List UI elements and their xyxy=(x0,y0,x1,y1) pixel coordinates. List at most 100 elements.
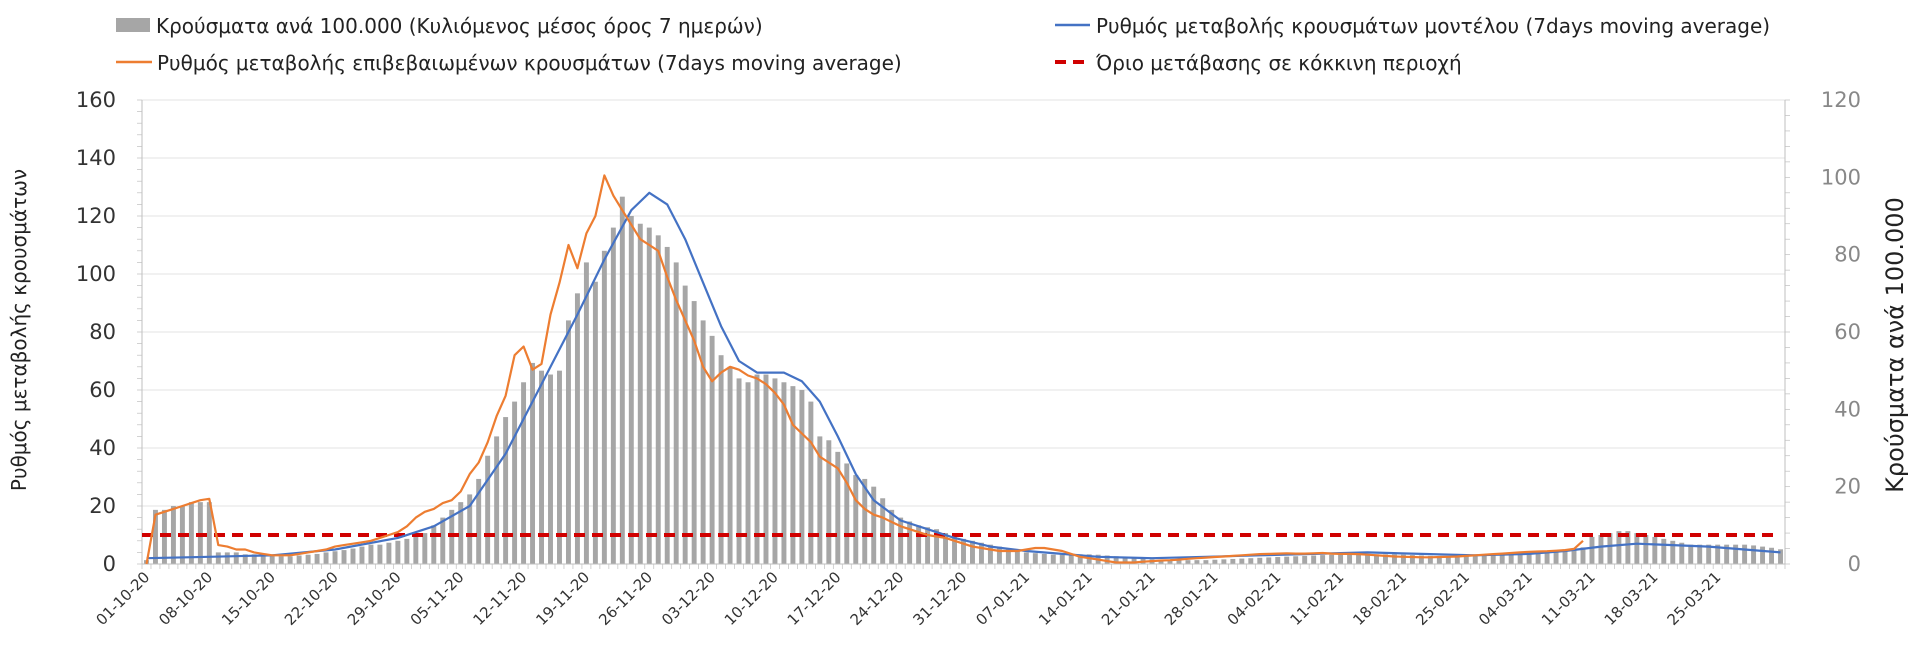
legend-bars-label: Κρούσματα ανά 100.000 (Κυλιόμενος μέσος … xyxy=(156,14,763,38)
bar xyxy=(619,196,625,564)
bar xyxy=(664,246,670,564)
bar xyxy=(1733,544,1739,564)
bar xyxy=(628,216,634,564)
bar xyxy=(637,223,643,564)
bar xyxy=(826,440,832,564)
bar xyxy=(1706,544,1712,564)
bar xyxy=(655,235,661,565)
bar xyxy=(1176,560,1182,564)
bar xyxy=(1374,554,1379,564)
y-right-tick-label: 120 xyxy=(1821,88,1861,112)
bar xyxy=(961,538,966,564)
bar xyxy=(763,374,769,564)
bar xyxy=(1230,558,1236,564)
bar xyxy=(215,552,221,564)
bar xyxy=(1356,553,1362,564)
bar xyxy=(1445,556,1451,564)
x-tick-label: 18-03-21 xyxy=(1601,568,1662,629)
bar xyxy=(1679,542,1685,564)
bar xyxy=(1553,550,1559,564)
bar xyxy=(296,555,302,564)
bar xyxy=(1194,560,1200,564)
bar xyxy=(1221,559,1227,564)
bar xyxy=(260,554,266,564)
confirmed-rate-line xyxy=(145,174,1584,565)
bar xyxy=(1050,554,1056,564)
bar xyxy=(978,542,984,564)
bar xyxy=(709,335,715,564)
bar xyxy=(377,544,383,564)
x-tick-label: 12-11-20 xyxy=(470,568,531,629)
y-axis-right-title: Κρούσματα ανά 100.000 xyxy=(1881,197,1909,493)
bar xyxy=(287,556,293,564)
bar xyxy=(1454,556,1460,564)
bar xyxy=(323,552,329,564)
model-rate-line xyxy=(146,191,1781,560)
bar xyxy=(583,262,589,564)
bar xyxy=(458,502,464,564)
bar xyxy=(1598,535,1604,564)
bar xyxy=(601,250,607,565)
bar xyxy=(233,552,239,564)
bar xyxy=(987,544,993,564)
bar xyxy=(314,553,320,564)
x-tick-label: 05-11-20 xyxy=(407,568,468,629)
bar xyxy=(1697,544,1703,564)
bar xyxy=(1212,559,1218,564)
bar xyxy=(1032,553,1038,564)
bar xyxy=(808,401,814,564)
y-right-tick-label: 0 xyxy=(1848,552,1861,576)
bar xyxy=(1284,556,1290,564)
bar xyxy=(1472,556,1478,564)
bar xyxy=(494,436,500,564)
y-right-tick-label: 80 xyxy=(1834,243,1861,267)
bar xyxy=(548,374,553,564)
x-tick-label: 01-10-20 xyxy=(92,568,153,629)
bar xyxy=(1248,558,1254,564)
bar xyxy=(781,382,787,564)
bar xyxy=(844,463,850,564)
bar xyxy=(952,536,957,564)
bar xyxy=(1688,544,1694,564)
bar xyxy=(395,540,401,564)
y-left-tick-label: 80 xyxy=(89,320,116,344)
bar xyxy=(1742,544,1748,564)
bar xyxy=(1059,554,1065,564)
bar xyxy=(1185,560,1191,564)
x-tick-label: 22-10-20 xyxy=(281,568,342,629)
x-tick-label: 31-12-20 xyxy=(909,568,970,629)
bar xyxy=(368,544,374,564)
x-tick-label: 28-01-21 xyxy=(1161,568,1222,629)
y-left-tick-label: 20 xyxy=(89,494,116,518)
bar xyxy=(1769,547,1775,564)
bar xyxy=(305,554,311,564)
bar xyxy=(898,517,904,564)
bar xyxy=(754,374,760,564)
bar-series xyxy=(144,196,1783,565)
bar xyxy=(242,554,248,564)
bar xyxy=(413,536,419,564)
bar xyxy=(1068,554,1074,564)
bar xyxy=(673,262,679,564)
bar xyxy=(269,556,275,564)
bar xyxy=(934,529,940,564)
bar xyxy=(539,370,544,564)
x-tick-label: 17-12-20 xyxy=(784,568,845,629)
y-right-tick-label: 100 xyxy=(1821,165,1861,189)
bar xyxy=(835,451,841,564)
bar xyxy=(476,478,482,564)
y-right-tick-label: 40 xyxy=(1834,397,1861,421)
bar xyxy=(1418,555,1424,564)
bar xyxy=(350,548,356,564)
bar xyxy=(790,386,796,564)
y-left-tick-label: 160 xyxy=(76,88,116,112)
x-tick-label: 19-11-20 xyxy=(532,568,593,629)
x-tick-label: 03-12-20 xyxy=(658,568,719,629)
bar xyxy=(646,227,652,564)
x-axis-ticks: 01-10-20 08-10-20 15-10-20 22-10-20 29-10-20… xyxy=(92,568,1724,629)
legend-threshold-label: Όριο μετάβασης σε κόκκινη περιοχή xyxy=(1095,51,1462,75)
bar xyxy=(251,554,257,564)
y-left-tick-label: 120 xyxy=(76,204,116,228)
x-tick-label: 11-03-21 xyxy=(1538,568,1599,629)
bar xyxy=(1329,554,1335,564)
